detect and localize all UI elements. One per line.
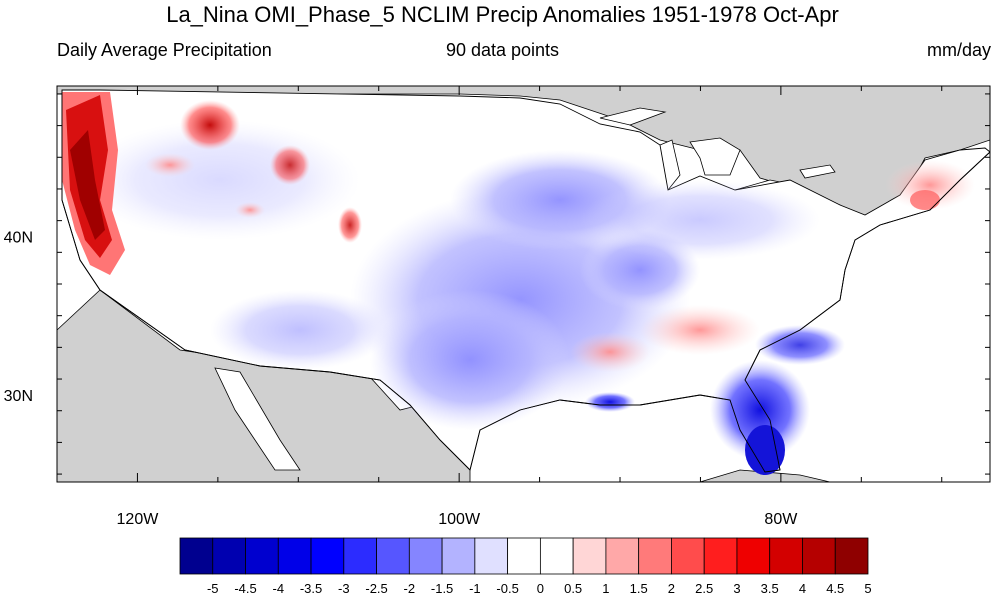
colorbar-swatch bbox=[408, 537, 443, 575]
colorbar-label: 3.5 bbox=[761, 581, 779, 596]
colorbar-label: 4 bbox=[799, 581, 806, 596]
colorbar-label: 2.5 bbox=[695, 581, 713, 596]
lon-tick-label: 120W bbox=[117, 511, 160, 528]
colorbar-label: 4.5 bbox=[826, 581, 844, 596]
colorbar-label: 5 bbox=[864, 581, 871, 596]
colorbar-label: -1.5 bbox=[431, 581, 453, 596]
colorbar-swatch bbox=[572, 537, 607, 575]
colorbar-swatch bbox=[474, 537, 509, 575]
colorbar-swatch bbox=[179, 537, 214, 575]
colorbar-swatch bbox=[245, 537, 279, 575]
lat-tick-label: 40N bbox=[4, 229, 33, 246]
colorbar-swatch bbox=[671, 537, 705, 575]
colorbar-label: 0.5 bbox=[564, 581, 582, 596]
colorbar-swatch bbox=[802, 537, 836, 575]
colorbar-swatch bbox=[507, 537, 541, 575]
colorbar-label: -1 bbox=[469, 581, 481, 596]
coastline bbox=[61, 90, 990, 473]
data-count-label: 90 data points bbox=[445, 40, 560, 60]
lake-huron bbox=[689, 137, 741, 176]
colorbar: -5 -4.5 -4 -3.5 -3 -2.5 -2 -1.5 -1 -0.5 0 0.5 1 1.5 2 2… bbox=[179, 537, 872, 596]
colorbar-swatch bbox=[605, 537, 640, 575]
colorbar-swatch bbox=[736, 537, 771, 575]
lake-superior bbox=[599, 107, 667, 126]
colorbar-label: -5 bbox=[207, 581, 219, 596]
map-title: La_Nina OMI_Phase_5 NCLIM Precip Anomali… bbox=[166, 2, 839, 27]
colorbar-label: -3.5 bbox=[300, 581, 322, 596]
colorbar-label: -2 bbox=[404, 581, 416, 596]
lat-tick-label: 30N bbox=[4, 388, 33, 405]
units-label: mm/day bbox=[926, 40, 991, 60]
variable-label: Daily Average Precipitation bbox=[57, 40, 272, 60]
colorbar-label: 1 bbox=[602, 581, 609, 596]
colorbar-label: -4.5 bbox=[234, 581, 256, 596]
colorbar-swatch bbox=[638, 537, 672, 575]
colorbar-label: -4 bbox=[273, 581, 285, 596]
cuba-land bbox=[699, 469, 831, 482]
colorbar-swatch bbox=[343, 537, 377, 575]
colorbar-swatch bbox=[703, 537, 738, 575]
map-area bbox=[57, 86, 990, 482]
colorbar-swatch bbox=[769, 537, 803, 575]
colorbar-swatch bbox=[376, 537, 410, 575]
colorbar-label: -3 bbox=[338, 581, 350, 596]
colorbar-swatch bbox=[277, 537, 312, 575]
lon-tick-label: 80W bbox=[764, 511, 798, 528]
colorbar-label: -2.5 bbox=[365, 581, 387, 596]
colorbar-label: 3 bbox=[733, 581, 740, 596]
colorbar-swatch bbox=[441, 537, 476, 575]
colorbar-label: 0 bbox=[537, 581, 544, 596]
colorbar-label: 2 bbox=[668, 581, 675, 596]
colorbar-swatch bbox=[539, 537, 574, 575]
colorbar-swatch bbox=[310, 537, 345, 575]
anomaly-field bbox=[62, 92, 975, 475]
axis-ticks: 120W 100W 80W 30N 40N bbox=[4, 86, 990, 528]
colorbar-swatch bbox=[834, 537, 869, 575]
lake-ontario bbox=[799, 164, 836, 179]
lon-tick-label: 100W bbox=[438, 511, 481, 528]
colorbar-label: 1.5 bbox=[630, 581, 648, 596]
gulf-of-california bbox=[214, 367, 301, 471]
colorbar-swatch bbox=[212, 537, 246, 575]
colorbar-label: -0.5 bbox=[496, 581, 518, 596]
